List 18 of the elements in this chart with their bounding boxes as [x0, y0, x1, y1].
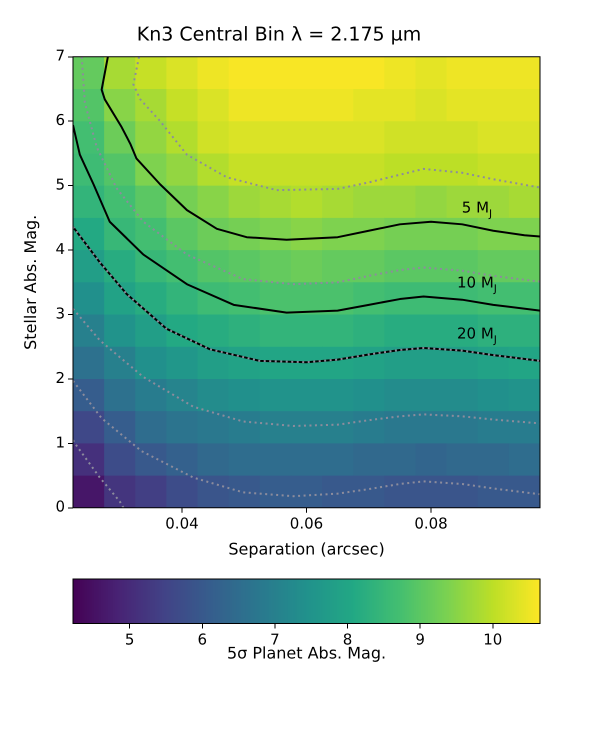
y-tick-label: 6 — [55, 111, 65, 130]
y-axis-title: Stellar Abs. Mag. — [20, 214, 40, 350]
chart-title: Kn3 Central Bin λ = 2.175 μm — [136, 23, 422, 46]
color-bar-label: 10 — [483, 630, 502, 648]
x-tick-label: 0.06 — [290, 514, 324, 533]
y-tick-label: 3 — [55, 304, 65, 322]
y-tick-label: 5 — [55, 176, 65, 194]
color-bar-label: 6 — [198, 630, 208, 648]
y-tick-label: 0 — [55, 498, 65, 516]
y-tick-label: 7 — [55, 46, 65, 65]
color-bar-label: 9 — [415, 630, 425, 648]
x-tick-label: 0.04 — [165, 514, 199, 533]
y-tick-label: 2 — [55, 368, 65, 387]
y-tick-label: 1 — [55, 433, 65, 452]
x-tick-label: 0.08 — [414, 514, 448, 533]
x-axis-title: Separation (arcsec) — [228, 540, 385, 559]
y-tick-label: 4 — [55, 240, 65, 258]
color-bar-label: 5 — [124, 630, 134, 648]
